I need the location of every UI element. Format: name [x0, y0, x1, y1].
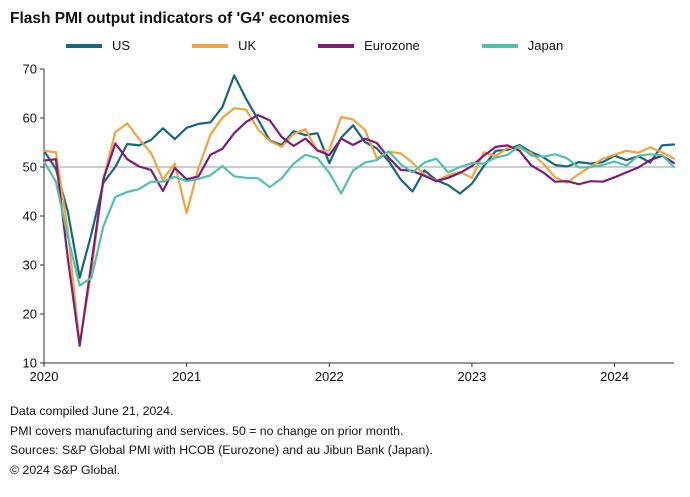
- y-tick-label: 30: [23, 258, 37, 273]
- series-line-eurozone: [42, 113, 676, 347]
- y-tick-label: 50: [23, 160, 37, 175]
- legend-swatch-eurozone: [318, 43, 355, 48]
- series-line-us: [42, 74, 676, 279]
- chart-area: 10 20 30 40 50 60 70 2020 2021 2022 2023 2024: [10, 59, 682, 396]
- y-tick-label: 70: [23, 62, 37, 77]
- legend-item-uk: UK: [192, 38, 256, 53]
- series-line-uk: [42, 107, 676, 346]
- legend-label-eurozone: Eurozone: [364, 38, 420, 53]
- series-line-japan: [42, 144, 676, 287]
- pmi-line-chart: 10 20 30 40 50 60 70 2020 2021 2022 2023 2024: [23, 62, 676, 384]
- y-tick-label: 10: [23, 356, 37, 371]
- footnote-compiled: Data compiled June 21, 2024.: [10, 404, 174, 418]
- legend-swatch-us: [66, 43, 102, 48]
- y-tick-label: 20: [23, 307, 37, 322]
- footnote-coverage: PMI covers manufacturing and services. 5…: [10, 423, 404, 438]
- legend: US UK Eurozone Japan: [66, 38, 682, 53]
- x-tick-label: 2022: [315, 369, 344, 384]
- footnotes: Data compiled June 21, 2024. PMI covers …: [10, 402, 682, 481]
- legend-item-us: US: [66, 38, 130, 53]
- y-tick-label: 60: [23, 111, 37, 126]
- footnote-sources: Sources: S&P Global PMI with HCOB (Euroz…: [10, 443, 433, 458]
- page-title: Flash PMI output indicators of 'G4' econ…: [10, 10, 350, 27]
- legend-label-uk: UK: [238, 38, 257, 53]
- y-tick-label: 40: [23, 209, 37, 224]
- x-tick-label: 2024: [600, 369, 629, 384]
- legend-swatch-uk: [192, 43, 229, 48]
- legend-label-us: US: [112, 38, 131, 53]
- legend-swatch-japan: [481, 43, 518, 48]
- legend-item-japan: Japan: [481, 38, 564, 53]
- x-tick-label: 2020: [30, 369, 59, 384]
- footnote-copyright: © 2024 S&P Global.: [10, 463, 121, 478]
- x-tick-label: 2021: [172, 369, 201, 384]
- legend-item-eurozone: Eurozone: [318, 38, 420, 53]
- x-tick-label: 2023: [457, 369, 486, 384]
- legend-label-japan: Japan: [527, 38, 564, 53]
